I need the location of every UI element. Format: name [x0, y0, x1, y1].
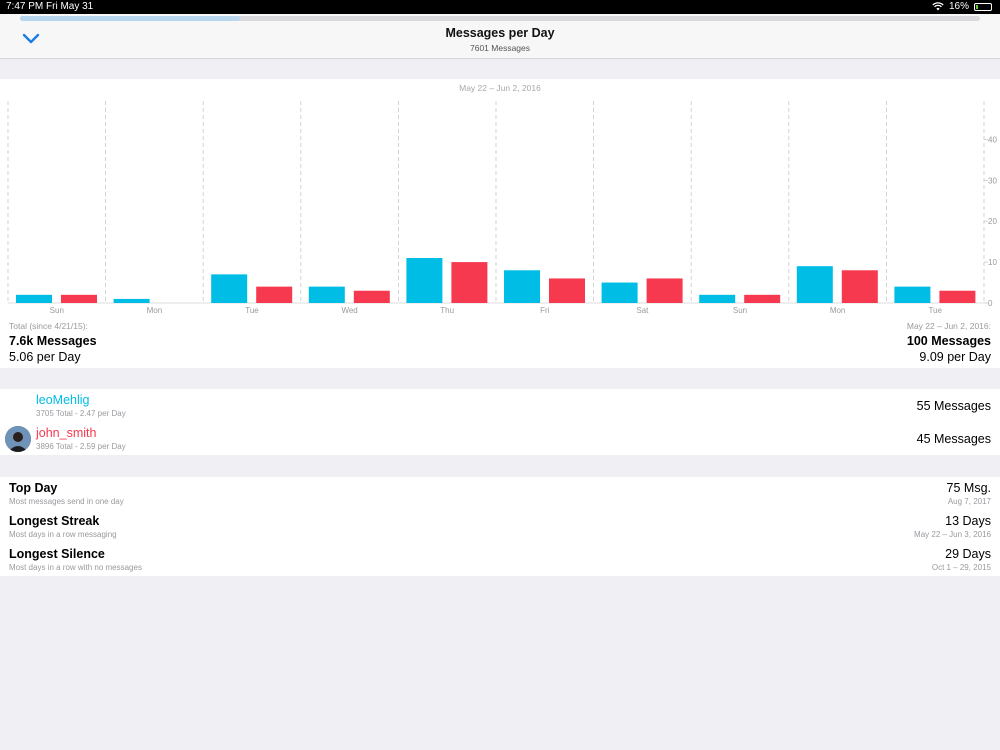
stat-description: Most days in a row messaging	[9, 530, 117, 539]
stat-description: Most messages send in one day	[9, 497, 124, 506]
y-tick-label: 40	[988, 135, 997, 144]
status-bar: 7:47 PM Fri May 31 16%	[0, 0, 1000, 14]
battery-percent: 16%	[948, 1, 969, 12]
sheet-grabber[interactable]	[20, 16, 980, 21]
user-messages: 55 Messages	[916, 399, 991, 413]
stat-label: Longest Streak	[9, 514, 100, 528]
user-messages: 45 Messages	[916, 432, 991, 446]
grabber-highlight	[20, 16, 240, 21]
bar-leoMehlig	[894, 286, 931, 303]
user-stats: 3705 Total - 2.47 per Day	[36, 409, 126, 418]
bar-john_smith	[61, 294, 97, 303]
bar-leoMehlig	[796, 266, 833, 303]
range-per-day: 9.09 per Day	[919, 350, 991, 364]
y-tick-label: 10	[988, 258, 997, 267]
total-messages: 7.6k Messages	[9, 334, 97, 348]
stat-date: Oct 1 – 29, 2015	[931, 563, 991, 572]
stats-card: Top Day Most messages send in one day 75…	[0, 477, 1000, 576]
bar-john_smith	[353, 290, 390, 303]
stat-longest-streak[interactable]: Longest Streak Most days in a row messag…	[0, 510, 1000, 543]
total-range: May 22 – Jun 2, 2016: 100 Messages 9.09 …	[907, 321, 991, 364]
x-tick-label: Mon	[830, 306, 846, 315]
x-tick-label: Sun	[50, 306, 64, 315]
wifi-icon	[932, 2, 944, 11]
x-tick-label: Tue	[245, 306, 259, 315]
bar-leoMehlig	[211, 274, 248, 303]
user-stats: 3896 Total - 2.59 per Day	[36, 442, 126, 451]
total-per-day: 5.06 per Day	[9, 350, 81, 364]
range-label: May 22 – Jun 2, 2016:	[906, 321, 991, 331]
bar-leoMehlig	[406, 258, 443, 303]
x-tick-label: Fri	[540, 306, 550, 315]
bar-john_smith	[451, 262, 488, 303]
stat-label: Longest Silence	[9, 547, 105, 561]
stat-value: 29 Days	[945, 547, 991, 561]
bar-john_smith	[549, 278, 585, 303]
page-subtitle: 7601 Messages	[469, 43, 530, 53]
stat-label: Top Day	[9, 481, 58, 495]
bar-leoMehlig	[699, 294, 736, 303]
bar-leoMehlig	[113, 298, 150, 303]
x-tick-label: Tue	[928, 306, 942, 315]
nav-header: Messages per Day 7601 Messages	[0, 14, 1000, 59]
stat-longest-silence[interactable]: Longest Silence Most days in a row with …	[0, 543, 1000, 576]
stat-value: 75 Msg.	[946, 481, 991, 495]
bar-john_smith	[939, 290, 976, 303]
y-tick-label: 30	[988, 176, 997, 185]
stat-description: Most days in a row with no messages	[9, 563, 142, 572]
x-tick-label: Mon	[147, 306, 163, 315]
user-name: john_smith	[36, 426, 97, 440]
status-time: 7:47 PM	[6, 1, 44, 12]
status-right: 16%	[932, 1, 992, 12]
status-date: Fri May 31	[46, 1, 94, 12]
avatar	[5, 426, 31, 452]
user-row[interactable]: leoMehlig 3705 Total - 2.47 per Day 55 M…	[0, 389, 1000, 422]
x-tick-label: Sun	[733, 306, 747, 315]
y-tick-label: 0	[988, 299, 993, 308]
bar-leoMehlig	[601, 282, 638, 303]
bar-john_smith	[646, 278, 683, 303]
stat-date: May 22 – Jun 3, 2016	[914, 530, 991, 539]
bar-leoMehlig	[16, 294, 52, 303]
bar-leoMehlig	[308, 286, 345, 303]
page-title: Messages per Day	[445, 26, 555, 40]
range-messages: 100 Messages	[906, 334, 991, 348]
users-card: leoMehlig 3705 Total - 2.47 per Day 55 M…	[0, 389, 1000, 455]
user-row[interactable]: john_smith 3896 Total - 2.59 per Day 45 …	[0, 422, 1000, 455]
stat-top-day[interactable]: Top Day Most messages send in one day 75…	[0, 477, 1000, 510]
y-tick-label: 20	[988, 217, 997, 226]
stat-value: 13 Days	[945, 514, 991, 528]
battery-icon	[974, 2, 992, 11]
bar-john_smith	[256, 286, 293, 303]
messages-bar-chart: 0 10 20 30 40 Sun Mon Tue Wed Thu Fri Sat Sun Mon Tue	[7, 101, 997, 315]
total-all-time: Total (since 4/21/15): 7.6k Messages 5.0…	[9, 321, 97, 364]
total-label: Total (since 4/21/15):	[9, 321, 88, 331]
battery-fill	[976, 4, 978, 9]
bar-leoMehlig	[504, 270, 540, 303]
stat-date: Aug 7, 2017	[947, 497, 991, 506]
chart-card: May 22 – Jun 2, 2016 0 10 20 30 40 Sun Mon Tue W…	[0, 79, 1000, 368]
x-tick-label: Sat	[636, 306, 649, 315]
user-name: leoMehlig	[36, 393, 90, 407]
bar-john_smith	[744, 294, 781, 303]
x-tick-label: Thu	[440, 306, 454, 315]
x-tick-label: Wed	[341, 306, 357, 315]
bar-john_smith	[841, 270, 878, 303]
chart-title: May 22 – Jun 2, 2016	[459, 83, 541, 93]
chevron-down-icon[interactable]	[22, 33, 40, 45]
